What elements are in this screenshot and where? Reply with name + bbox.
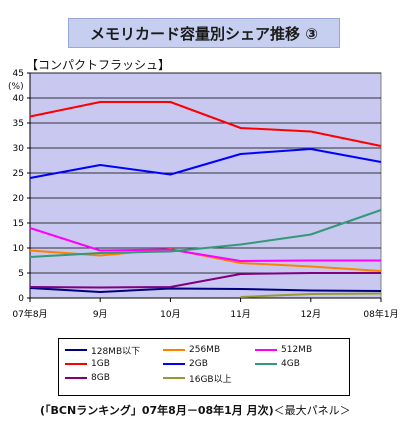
y-tick-label: 10 <box>13 244 25 254</box>
x-tick-label: 07年8月 <box>12 308 47 320</box>
legend-item: 256MB <box>163 344 220 356</box>
series-line-16GB以上 <box>240 292 382 298</box>
legend-item: 4GB <box>255 358 300 370</box>
y-axis-unit: (%) <box>8 82 24 92</box>
legend-label: 512MB <box>281 345 313 355</box>
y-tick-label: 20 <box>13 194 25 204</box>
legend-swatch <box>65 377 87 379</box>
legend: 128MB以下 256MB 512MB 1GB 2GB 4GB 8GB 16GB以上 <box>58 338 350 396</box>
legend-label: 16GB以上 <box>189 374 232 385</box>
chart-subtitle: 【コンパクトフラッシュ】 <box>26 58 171 72</box>
source-note: (「BCNランキング」07年8月－08年1月 月次)＜最大パネル＞ <box>40 402 351 418</box>
x-tick-label: 08年1月 <box>363 308 398 320</box>
legend-label: 8GB <box>91 373 110 383</box>
legend-label: 1GB <box>91 359 110 369</box>
y-tick-label: 5 <box>18 269 24 279</box>
y-tick-label: 40 <box>13 94 25 104</box>
series-line-8GB <box>29 272 381 289</box>
source-panel-note: ＜最大パネル＞ <box>273 404 351 417</box>
x-tick-label: 10月 <box>160 309 180 320</box>
legend-label: 2GB <box>189 359 208 369</box>
series-line-1GB <box>29 101 382 147</box>
legend-swatch <box>163 363 185 365</box>
legend-item: 1GB <box>65 358 110 370</box>
line-chart: 0 5 10 15 20 25 30 35 40 45 07年8月 9月 10月 11月 12月 08年1月 <box>12 69 398 320</box>
legend-label: 256MB <box>189 345 221 355</box>
y-tick-label: 30 <box>13 144 25 154</box>
x-tick-label: 9月 <box>93 309 108 320</box>
source-citation: (「BCNランキング」07年8月－08年1月 月次) <box>40 404 274 417</box>
legend-swatch <box>163 377 185 379</box>
legend-label: 4GB <box>281 359 300 369</box>
legend-label: 128MB以下 <box>91 346 141 357</box>
y-tick-label: 15 <box>13 219 24 229</box>
y-tick-label: 35 <box>13 119 24 129</box>
plot-area <box>29 72 382 299</box>
series-line-4GB <box>29 209 382 258</box>
y-tick-label: 0 <box>18 294 24 304</box>
legend-item: 512MB <box>255 344 312 356</box>
legend-item: 2GB <box>163 358 208 370</box>
legend-item: 128MB以下 <box>65 344 141 357</box>
legend-swatch <box>255 349 277 351</box>
legend-item: 16GB以上 <box>163 372 232 385</box>
y-tick-label: 45 <box>13 69 24 79</box>
legend-swatch <box>163 349 185 351</box>
legend-swatch <box>65 363 87 365</box>
chart-title: メモリカード容量別シェア推移 ③ <box>68 18 340 48</box>
series-line-2GB <box>29 148 382 179</box>
series-line-128MB以下 <box>29 287 382 293</box>
legend-swatch <box>65 349 87 351</box>
series-line-512MB <box>29 227 381 262</box>
legend-swatch <box>255 363 277 365</box>
x-tick-label: 12月 <box>301 309 321 320</box>
y-tick-label: 25 <box>13 169 24 179</box>
x-tick-label: 11月 <box>230 309 250 320</box>
legend-item: 8GB <box>65 372 110 384</box>
